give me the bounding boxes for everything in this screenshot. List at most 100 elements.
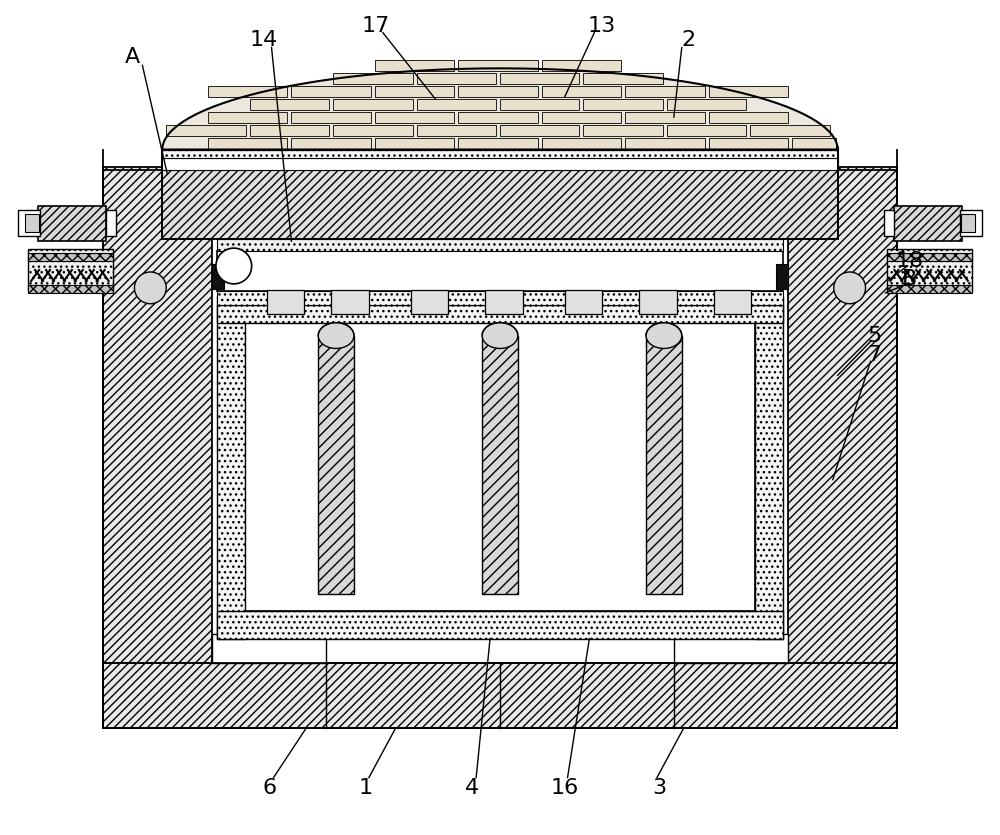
- Text: 16: 16: [550, 777, 579, 797]
- Bar: [755, 296, 783, 639]
- Bar: [458, 112, 538, 123]
- Circle shape: [216, 248, 252, 284]
- Bar: [667, 99, 746, 110]
- Bar: [217, 305, 783, 322]
- Bar: [750, 125, 830, 136]
- Circle shape: [134, 272, 166, 304]
- Bar: [267, 290, 304, 314]
- Bar: [106, 210, 116, 236]
- Bar: [208, 86, 287, 97]
- Bar: [208, 112, 287, 123]
- Bar: [217, 610, 783, 639]
- Bar: [639, 290, 677, 314]
- Text: 7: 7: [867, 346, 882, 366]
- Bar: [485, 290, 523, 314]
- Bar: [583, 99, 663, 110]
- Polygon shape: [162, 68, 838, 149]
- Text: 2: 2: [682, 29, 696, 49]
- Bar: [714, 290, 751, 314]
- Bar: [625, 86, 705, 97]
- Bar: [162, 170, 838, 239]
- Bar: [38, 206, 106, 241]
- Bar: [625, 138, 705, 149]
- Bar: [291, 86, 371, 97]
- Text: 3: 3: [652, 777, 666, 797]
- Bar: [162, 158, 838, 170]
- Bar: [500, 99, 579, 110]
- Bar: [646, 336, 682, 594]
- Bar: [18, 210, 40, 236]
- Bar: [333, 99, 413, 110]
- Text: B: B: [902, 269, 917, 289]
- Bar: [212, 264, 224, 289]
- Bar: [318, 336, 354, 594]
- Bar: [375, 60, 454, 71]
- Bar: [500, 125, 579, 136]
- Bar: [674, 634, 788, 663]
- Bar: [245, 322, 755, 610]
- Bar: [894, 206, 962, 241]
- Bar: [250, 125, 329, 136]
- Circle shape: [834, 272, 866, 304]
- Bar: [961, 215, 975, 232]
- Bar: [411, 290, 448, 314]
- Bar: [28, 249, 113, 291]
- Text: 13: 13: [587, 16, 615, 36]
- Bar: [583, 125, 663, 136]
- Bar: [709, 86, 788, 97]
- Bar: [458, 60, 538, 71]
- Bar: [887, 285, 972, 293]
- Bar: [482, 336, 518, 594]
- Bar: [667, 125, 746, 136]
- Bar: [542, 86, 621, 97]
- Bar: [28, 285, 113, 293]
- Bar: [375, 112, 454, 123]
- Ellipse shape: [318, 322, 354, 348]
- Bar: [162, 149, 838, 158]
- Bar: [250, 99, 329, 110]
- Bar: [103, 167, 212, 728]
- Text: 14: 14: [249, 29, 278, 49]
- Bar: [166, 125, 246, 136]
- Bar: [217, 239, 783, 251]
- Bar: [212, 634, 326, 663]
- Bar: [333, 73, 413, 84]
- Bar: [291, 138, 371, 149]
- Text: 5: 5: [867, 326, 882, 346]
- Bar: [25, 215, 39, 232]
- Bar: [217, 291, 783, 305]
- Bar: [331, 290, 369, 314]
- Bar: [542, 60, 621, 71]
- Bar: [792, 138, 836, 149]
- Bar: [375, 138, 454, 149]
- Bar: [709, 112, 788, 123]
- Bar: [291, 112, 371, 123]
- Bar: [788, 167, 897, 728]
- Bar: [884, 210, 894, 236]
- Bar: [28, 253, 113, 261]
- Bar: [208, 138, 287, 149]
- Text: 17: 17: [362, 16, 390, 36]
- Bar: [417, 73, 496, 84]
- Bar: [887, 249, 972, 291]
- Bar: [565, 290, 602, 314]
- Text: 1: 1: [359, 777, 373, 797]
- Bar: [217, 296, 245, 639]
- Bar: [333, 125, 413, 136]
- Bar: [375, 86, 454, 97]
- Bar: [542, 112, 621, 123]
- Bar: [500, 73, 579, 84]
- Bar: [960, 210, 982, 236]
- Bar: [458, 138, 538, 149]
- Text: 18: 18: [895, 251, 923, 271]
- Bar: [458, 86, 538, 97]
- Bar: [417, 99, 496, 110]
- Bar: [709, 138, 788, 149]
- Bar: [583, 73, 663, 84]
- Bar: [417, 125, 496, 136]
- Bar: [217, 251, 783, 291]
- Bar: [542, 138, 621, 149]
- Bar: [776, 264, 788, 289]
- Bar: [887, 253, 972, 261]
- Text: A: A: [125, 48, 140, 68]
